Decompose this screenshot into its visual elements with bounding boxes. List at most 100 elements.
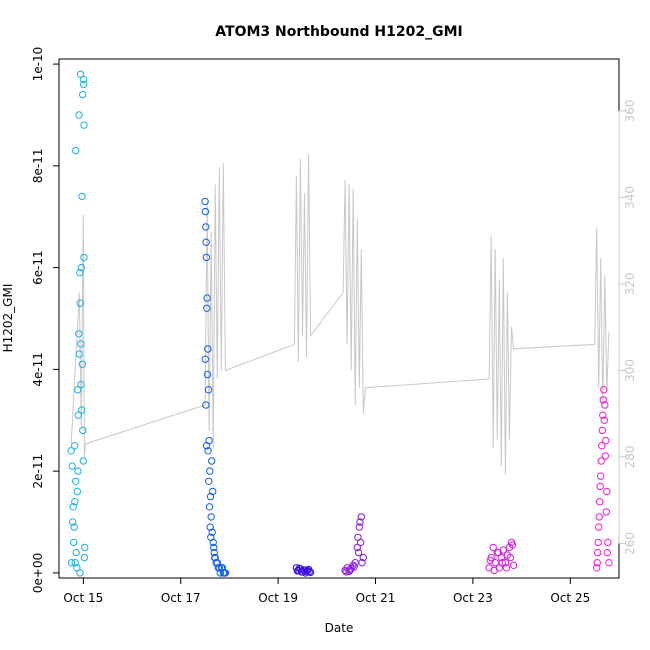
data-point xyxy=(202,223,210,231)
data-point xyxy=(350,563,358,571)
data-point xyxy=(358,559,366,567)
data-point xyxy=(508,541,517,549)
point-group xyxy=(292,564,315,577)
data-point xyxy=(76,269,84,277)
data-point xyxy=(604,538,612,547)
point-group xyxy=(67,70,89,577)
data-point xyxy=(201,197,209,206)
data-point xyxy=(206,467,214,475)
data-point xyxy=(202,238,210,246)
data-point xyxy=(70,523,78,531)
data-point xyxy=(218,564,227,572)
data-point xyxy=(595,523,603,531)
x-tick-label: Oct 15 xyxy=(63,591,103,605)
data-point xyxy=(71,498,79,506)
data-point xyxy=(69,503,77,511)
data-point xyxy=(203,304,211,312)
data-point xyxy=(79,75,88,84)
data-point xyxy=(593,559,601,567)
data-point xyxy=(75,350,84,358)
data-point xyxy=(355,523,363,531)
data-point xyxy=(305,567,314,576)
data-point xyxy=(81,543,89,552)
data-point xyxy=(502,564,511,572)
data-point xyxy=(600,386,608,394)
data-point xyxy=(211,553,219,562)
x-axis-label: Date xyxy=(325,621,354,635)
series-line xyxy=(70,154,610,475)
data-point xyxy=(207,533,215,541)
data-point xyxy=(76,299,85,307)
data-point xyxy=(506,553,515,562)
data-point xyxy=(74,411,83,419)
data-point xyxy=(354,548,363,557)
data-point xyxy=(209,487,217,496)
data-point xyxy=(201,355,210,363)
data-point xyxy=(73,487,82,496)
data-point xyxy=(603,548,611,557)
data-point xyxy=(203,370,212,379)
data-point xyxy=(77,263,86,272)
data-point xyxy=(602,508,610,516)
x-tick-label: Oct 23 xyxy=(453,591,493,605)
chart-axes: Oct 15 Oct 17 Oct 19 Oct 21 Oct 23 Oct 25 0e+0… xyxy=(31,47,637,605)
data-point xyxy=(79,90,87,99)
data-point xyxy=(301,569,310,577)
data-point xyxy=(208,528,216,536)
y-tick-label: 0e+00 xyxy=(31,553,45,593)
data-point xyxy=(356,518,364,526)
data-point xyxy=(595,513,603,521)
data-point xyxy=(77,340,85,348)
x-tick-label: Oct 17 xyxy=(161,591,201,605)
data-point xyxy=(216,569,225,577)
data-point xyxy=(602,436,610,445)
data-point xyxy=(601,401,609,409)
data-point xyxy=(359,553,367,562)
data-point xyxy=(204,447,212,455)
point-group xyxy=(201,197,230,577)
y-tick-label: 8e-11 xyxy=(31,149,45,184)
data-point xyxy=(357,513,365,521)
data-point xyxy=(80,553,89,562)
data-point xyxy=(72,477,80,485)
point-group xyxy=(593,386,613,572)
data-point xyxy=(78,192,86,201)
y-axis-label: H1202_GMI xyxy=(1,284,15,353)
data-point xyxy=(67,447,75,455)
data-point xyxy=(201,207,210,216)
data-point xyxy=(603,487,611,496)
data-point xyxy=(490,566,498,575)
data-point xyxy=(67,559,76,567)
x-tick-label: Oct 19 xyxy=(258,591,298,605)
y2-tick-label: 320 xyxy=(623,272,637,295)
y2-tick-label: 260 xyxy=(623,532,637,555)
data-point xyxy=(498,559,506,567)
data-point xyxy=(598,426,606,435)
data-point xyxy=(210,543,218,552)
data-point xyxy=(596,482,604,491)
point-group xyxy=(341,513,367,576)
data-point xyxy=(214,564,223,572)
data-point xyxy=(597,457,605,465)
y-tick-label: 2e-11 xyxy=(31,454,45,489)
data-point xyxy=(486,556,494,564)
chart-title: ATOM3 Northbound H1202_GMI xyxy=(215,24,462,40)
data-point xyxy=(205,477,213,485)
data-point xyxy=(295,564,304,572)
data-point xyxy=(594,538,602,547)
data-point xyxy=(599,411,607,419)
y-tick-label: 1e-10 xyxy=(31,47,45,82)
data-point xyxy=(71,559,79,567)
data-point xyxy=(75,330,83,338)
data-point xyxy=(77,380,85,389)
data-point xyxy=(593,564,601,572)
data-point xyxy=(80,121,88,129)
data-point xyxy=(79,426,87,435)
y2-tick-label: 280 xyxy=(623,445,637,468)
y-tick-label: 4e-11 xyxy=(31,352,45,387)
data-point xyxy=(75,111,83,119)
data-point xyxy=(70,538,78,547)
y2-tick-label: 360 xyxy=(623,99,637,122)
